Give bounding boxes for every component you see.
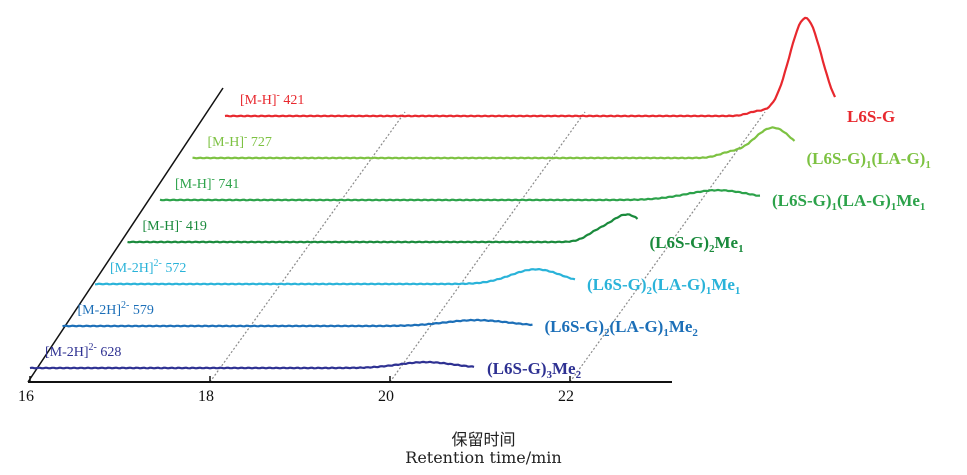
series-trace	[224, 16, 837, 118]
depth-axis-line	[27, 87, 224, 383]
series-traces: [M-H]- 421 L6S-G [M-H]- 727 (L6S-G)1(LA-G)1…	[29, 16, 931, 381]
x-tick-label: 22	[558, 388, 574, 405]
series-name-label: (L6S-G)2Me1	[650, 233, 744, 255]
series-ion-label: [M-H]- 741	[175, 174, 239, 192]
series-name-label: (L6S-G)3Me2	[487, 359, 582, 381]
series-trace	[94, 268, 576, 286]
series-ion-label: [M-H]- 419	[143, 216, 207, 234]
x-axis-title-chinese: 保留时间	[451, 430, 516, 449]
series-ion-label: [M-H]- 421	[240, 90, 304, 108]
diagonal-gridline	[209, 111, 406, 383]
series-name-label: (L6S-G)1(LA-G)1Me1	[772, 191, 925, 213]
series-name-label: (L6S-G)1(LA-G)1	[807, 149, 931, 171]
chromatogram-chart: 16 18 20 22 [M-H]- 421 L6S-G [M-H]- 727 (L6S-G…	[18, 16, 931, 405]
diagonal-gridline	[389, 111, 586, 383]
x-axis: 16 18 20 22	[18, 87, 672, 405]
x-tick-label: 18	[198, 388, 214, 405]
x-tick-label: 20	[378, 388, 394, 405]
series-name-label: (L6S-G)2(LA-G)1Me1	[587, 275, 740, 297]
diagonal-gridline	[569, 111, 766, 383]
series-trace	[62, 318, 533, 328]
series-ion-label: [M-2H]2- 572	[110, 258, 186, 276]
series-trace	[159, 188, 761, 202]
series-name-label: (L6S-G)2(LA-G)1Me2	[545, 317, 699, 339]
x-tick-label: 16	[18, 388, 34, 405]
series-ion-label: [M-2H]2- 579	[78, 300, 154, 318]
series-ion-label: [M-H]- 727	[208, 132, 272, 150]
series-trace	[192, 126, 796, 160]
series-ion-label: [M-2H]2- 628	[45, 342, 121, 360]
series-name-label: L6S-G	[847, 107, 895, 126]
series-trace	[29, 360, 475, 370]
series-trace	[127, 213, 639, 244]
x-axis-title-english: Retention time/min	[405, 448, 562, 467]
